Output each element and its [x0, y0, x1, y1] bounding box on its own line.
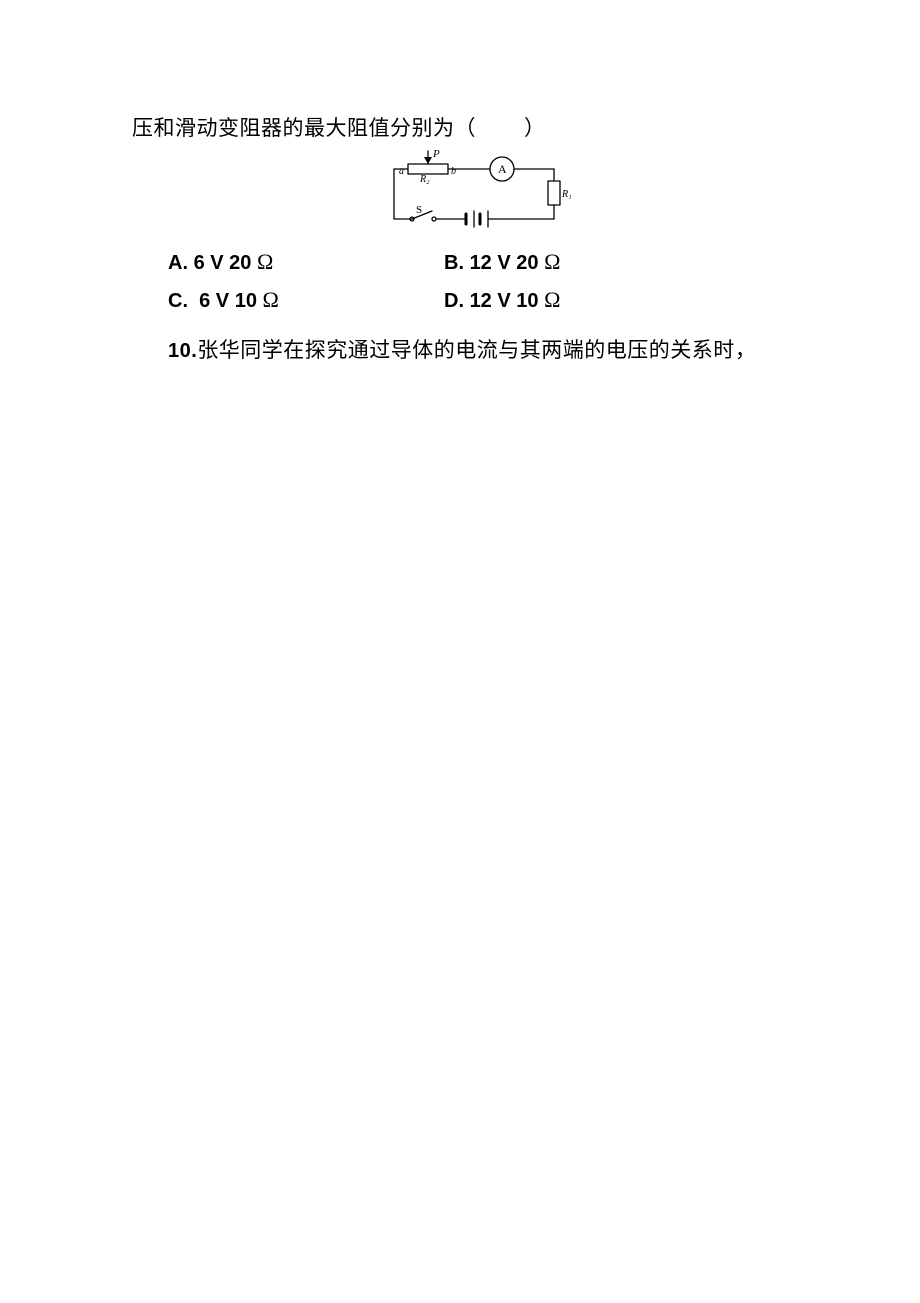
circuit-svg: P a b R₂ A R₁ S — [378, 149, 574, 233]
option-a-value: 6 V 20 — [194, 252, 252, 274]
label-p: P — [432, 149, 440, 160]
page: 压和滑动变阻器的最大阻值分别为（ ） — [0, 0, 920, 1303]
question-10-text: 张华同学在探究通过导体的电流与其两端的电压的关系时 — [197, 338, 735, 362]
option-b-label: B. — [444, 252, 464, 274]
option-a-label: A. — [168, 252, 188, 274]
label-ammeter: A — [498, 162, 507, 176]
option-a: A. 6 V 20 Ω — [168, 249, 444, 275]
question-stem-text: 压和滑动变阻器的最大阻值分别为（ — [132, 116, 476, 140]
option-d-value: 12 V 10 — [470, 290, 539, 312]
option-row-1: A. 6 V 20 Ω B. 12 V 20 Ω — [168, 249, 768, 275]
question-10-number: 10. — [168, 340, 197, 362]
option-c-unit: Ω — [263, 287, 279, 312]
option-b-unit: Ω — [544, 249, 560, 274]
label-a: a — [399, 166, 404, 177]
label-s: S — [416, 204, 422, 216]
option-d: D. 12 V 10 Ω — [444, 287, 720, 313]
switch-node-right — [432, 217, 436, 221]
rheostat-body — [408, 164, 448, 174]
option-c-label: C. — [168, 290, 188, 312]
option-b-value: 12 V 20 — [470, 252, 539, 274]
question-stem-line: 压和滑动变阻器的最大阻值分别为（ ） — [132, 112, 546, 142]
question-10-tail: ， — [735, 338, 757, 362]
option-d-label: D. — [444, 290, 464, 312]
option-c-value: 6 V 10 — [199, 290, 257, 312]
option-d-unit: Ω — [544, 287, 560, 312]
label-b: b — [451, 166, 456, 177]
label-r1: R₁ — [561, 189, 572, 200]
circuit-diagram: P a b R₂ A R₁ S — [378, 149, 574, 233]
question-stem-close: ） — [524, 116, 546, 140]
rheostat-slider-arrow — [424, 157, 432, 164]
circuit-labels: P a b R₂ A R₁ S — [399, 149, 572, 216]
option-b: B. 12 V 20 Ω — [444, 249, 720, 275]
question-10-line: 10.张华同学在探究通过导体的电流与其两端的电压的关系时， — [168, 334, 756, 364]
option-row-2: C. 6 V 10 Ω D. 12 V 10 Ω — [168, 287, 768, 313]
option-c: C. 6 V 10 Ω — [168, 287, 444, 313]
options-block: A. 6 V 20 Ω B. 12 V 20 Ω C. 6 V 10 Ω D. … — [168, 249, 768, 325]
label-r2: R₂ — [419, 174, 430, 185]
resistor-r1 — [548, 181, 560, 205]
option-a-unit: Ω — [257, 249, 273, 274]
